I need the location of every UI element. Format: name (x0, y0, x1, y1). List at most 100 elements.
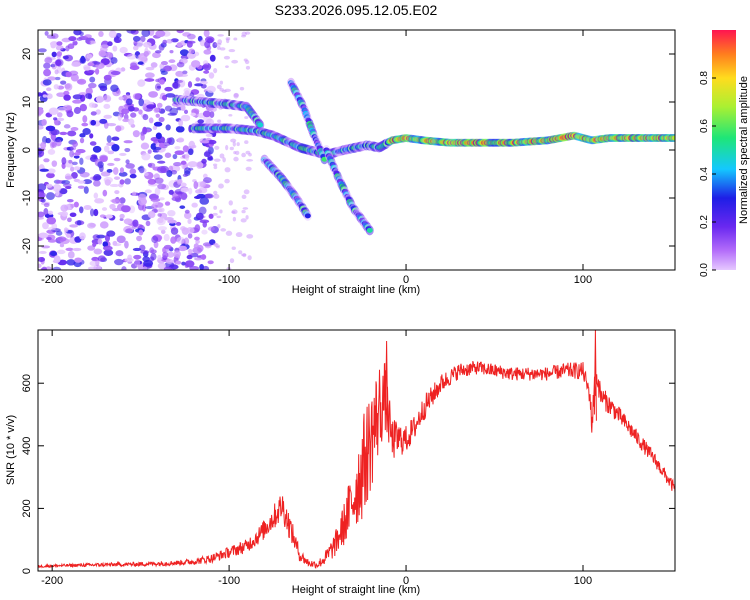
noise-speckle (124, 178, 131, 185)
noise-speckle (150, 62, 158, 68)
noise-speckle (162, 39, 168, 45)
noise-speckle (188, 48, 195, 54)
noise-speckle (79, 57, 87, 64)
noise-speckle (119, 179, 125, 185)
noise-speckle (133, 40, 138, 46)
noise-speckle (228, 48, 236, 53)
noise-speckle (233, 37, 238, 41)
noise-speckle (79, 137, 85, 144)
noise-speckle (73, 155, 80, 159)
noise-speckle (191, 144, 197, 149)
noise-speckle (67, 250, 75, 259)
noise-speckle (178, 245, 187, 252)
noise-speckle (224, 178, 230, 184)
noise-speckle (99, 85, 108, 92)
noise-speckle (123, 218, 133, 225)
noise-speckle (119, 152, 127, 156)
noise-speckle (87, 222, 96, 229)
noise-speckle (166, 38, 173, 44)
noise-speckle (134, 258, 141, 267)
noise-speckle (119, 167, 125, 173)
spectrogram-x-tick-label: -200 (41, 274, 63, 286)
noise-speckle (127, 254, 133, 261)
noise-speckle (190, 112, 197, 117)
noise-speckle (72, 99, 82, 104)
noise-speckle (193, 181, 199, 189)
noise-speckle (86, 54, 93, 59)
noise-speckle (166, 251, 175, 258)
noise-speckle (132, 191, 137, 196)
noise-speckle (118, 96, 124, 101)
noise-speckle (193, 243, 199, 250)
noise-speckle (155, 30, 166, 38)
noise-speckle (199, 39, 206, 47)
noise-speckle (213, 158, 221, 162)
noise-speckle (106, 135, 112, 143)
snr-y-tick-label: 0 (21, 568, 33, 574)
noise-speckle (209, 54, 216, 62)
noise-speckle (143, 259, 154, 267)
noise-speckle (171, 81, 181, 89)
noise-speckle (219, 153, 225, 159)
noise-speckle (219, 80, 224, 85)
noise-speckle (52, 266, 62, 270)
noise-speckle (200, 254, 207, 260)
noise-speckle (203, 70, 210, 74)
noise-speckle (123, 140, 133, 144)
noise-speckle (109, 203, 116, 210)
noise-speckle (202, 265, 210, 270)
snr-panel: -200 -100 0 100 0 200 400 600 Height of straig… (5, 329, 676, 596)
noise-speckle (143, 41, 152, 48)
noise-speckle (176, 179, 182, 185)
noise-speckle (220, 228, 227, 232)
noise-speckle (153, 154, 163, 160)
noise-speckle (98, 50, 107, 57)
noise-speckle (144, 172, 149, 177)
noise-speckle (83, 66, 91, 71)
noise-speckle (152, 201, 159, 206)
noise-speckle (241, 152, 246, 158)
snr-y-ticks: 0 200 400 600 (21, 374, 675, 574)
noise-speckle (208, 72, 215, 79)
noise-speckle (126, 30, 137, 34)
noise-speckle (177, 137, 185, 143)
spectrogram-y-ticks: -20 -10 0 10 20 (21, 48, 675, 254)
spectrogram-x-ticks: -200 -100 0 100 (41, 30, 592, 286)
noise-speckle (60, 204, 69, 212)
noise-speckle (43, 158, 50, 163)
noise-speckle (124, 147, 131, 153)
noise-speckle (55, 45, 64, 51)
noise-speckle (163, 244, 172, 250)
spectrogram-x-label: Height of straight line (km) (292, 284, 420, 296)
noise-speckle (42, 222, 49, 230)
noise-speckle (53, 255, 61, 263)
noise-speckle (67, 217, 72, 223)
noise-speckle (132, 130, 140, 138)
noise-speckle (191, 202, 198, 208)
noise-speckle (212, 212, 218, 216)
noise-speckle (201, 229, 208, 235)
noise-speckle (79, 171, 90, 178)
noise-speckle (159, 63, 165, 70)
noise-speckle (209, 110, 215, 118)
noise-speckle (67, 130, 77, 137)
noise-speckle (76, 220, 82, 226)
spectrogram-y-tick-label: 10 (21, 96, 33, 108)
noise-speckle (225, 65, 229, 69)
noise-speckle (187, 81, 193, 88)
noise-speckle (99, 155, 108, 163)
noise-speckle (157, 217, 164, 224)
noise-speckle (47, 76, 57, 81)
noise-speckle (70, 145, 77, 151)
noise-speckle (99, 221, 109, 229)
colorbar: 0.0 0.2 0.4 0.6 0.8 Normalized spectral ampl… (699, 30, 750, 277)
noise-speckle (38, 250, 47, 254)
noise-speckle (38, 92, 43, 97)
noise-speckle (54, 76, 61, 81)
noise-speckle (46, 216, 57, 225)
noise-speckle (46, 192, 55, 201)
noise-speckle (157, 160, 166, 164)
noise-speckle (155, 113, 160, 118)
noise-speckle (180, 192, 188, 201)
noise-speckle (179, 182, 187, 187)
